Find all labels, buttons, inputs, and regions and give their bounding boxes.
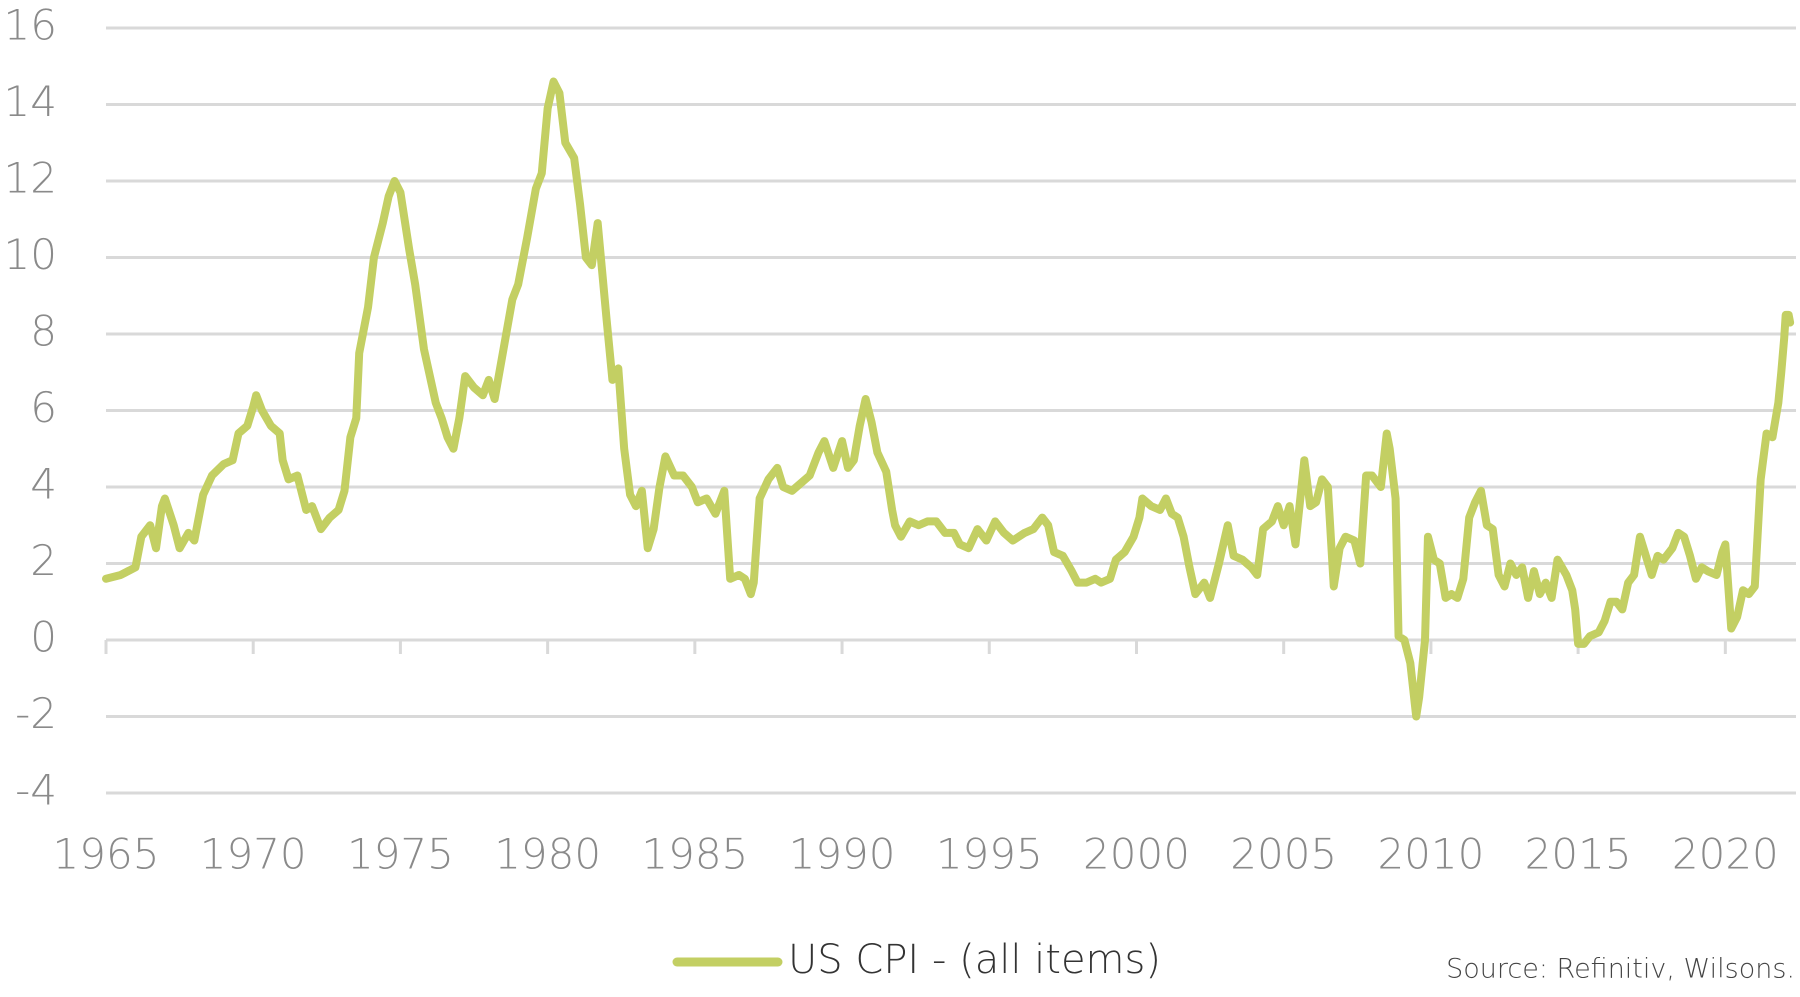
x-tick-label: 1995 bbox=[936, 830, 1043, 879]
x-tick-label: 1990 bbox=[789, 830, 896, 879]
x-tick-label: 1985 bbox=[641, 830, 748, 879]
x-tick-label: 1975 bbox=[347, 830, 454, 879]
y-tick-label: 6 bbox=[30, 383, 57, 432]
legend-label: US CPI - (all items) bbox=[788, 937, 1161, 983]
y-tick-label: 8 bbox=[30, 307, 57, 356]
x-tick-label: 1980 bbox=[494, 830, 601, 879]
y-tick-label: 14 bbox=[4, 77, 57, 126]
source-note: Source: Refinitiv, Wilsons. bbox=[1446, 954, 1795, 985]
x-tick-label: 2020 bbox=[1672, 830, 1779, 879]
x-tick-label: 1970 bbox=[200, 830, 307, 879]
y-tick-label: 10 bbox=[4, 230, 57, 279]
y-tick-label: 12 bbox=[4, 154, 57, 203]
series-line bbox=[102, 77, 1795, 721]
x-tick-label: 2010 bbox=[1377, 830, 1484, 879]
x-tick-label: 2015 bbox=[1525, 830, 1632, 879]
y-tick-label: 4 bbox=[30, 460, 57, 509]
x-tick-label: 2005 bbox=[1230, 830, 1337, 879]
y-tick-label: 2 bbox=[30, 536, 57, 585]
x-tick-label: 1965 bbox=[53, 830, 160, 879]
y-tick-label: -2 bbox=[15, 689, 57, 738]
x-tick-label: 2000 bbox=[1083, 830, 1190, 879]
y-tick-label: -4 bbox=[15, 766, 57, 815]
y-tick-label: 16 bbox=[4, 1, 57, 50]
y-tick-label: 0 bbox=[30, 613, 57, 662]
